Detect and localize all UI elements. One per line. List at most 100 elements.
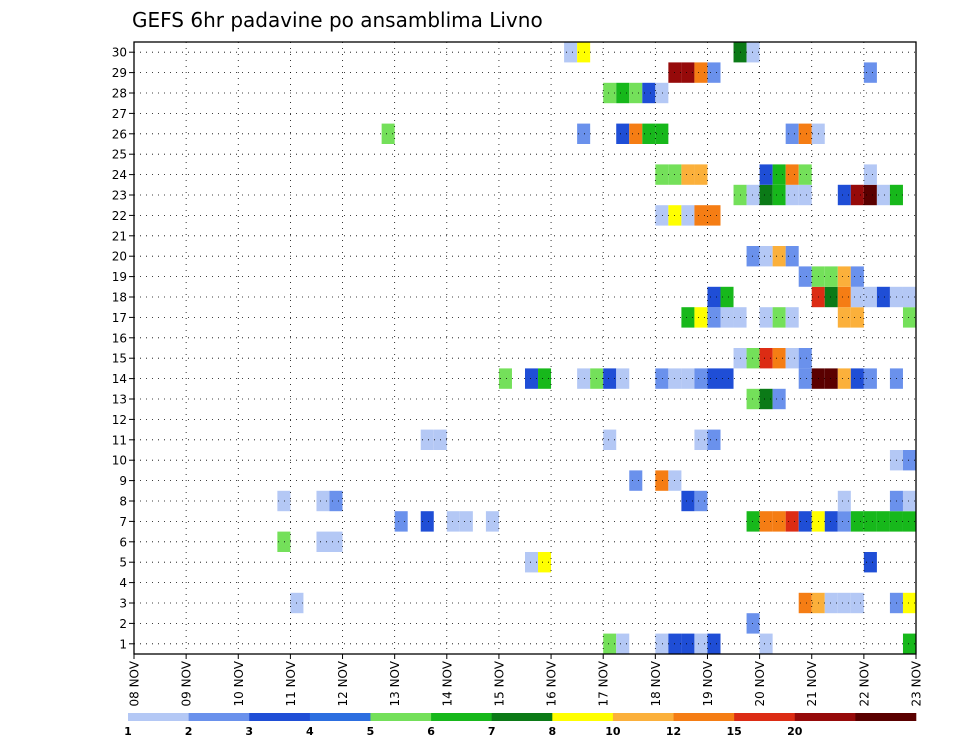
x-tick-label: 13 NOV <box>388 660 402 706</box>
precip-cell <box>772 388 786 410</box>
precip-cell <box>616 368 630 389</box>
precip-cell <box>902 633 916 654</box>
y-tick-label: 27 <box>112 107 127 121</box>
precip-cell <box>694 368 708 389</box>
precip-cell <box>902 592 916 614</box>
legend-label: 12 <box>666 725 681 738</box>
precip-cell <box>746 184 760 206</box>
precip-cell <box>681 368 695 389</box>
precip-cell <box>420 511 434 532</box>
precip-cell <box>538 368 552 389</box>
y-tick-label: 23 <box>112 189 127 203</box>
precip-cell <box>785 511 799 532</box>
y-tick-label: 19 <box>112 270 127 284</box>
precip-cell <box>629 123 643 144</box>
x-tick-label: 18 NOV <box>649 660 663 706</box>
legend-label: 15 <box>726 725 741 738</box>
y-tick-label: 16 <box>112 331 127 345</box>
precip-cell <box>798 368 812 389</box>
legend-label: 2 <box>185 725 193 738</box>
y-tick-label: 17 <box>112 311 127 325</box>
precip-cell <box>329 490 343 512</box>
y-tick-label: 21 <box>112 229 127 243</box>
precip-cell <box>694 490 708 512</box>
precip-cell <box>863 164 877 185</box>
x-tick-label: 09 NOV <box>180 660 194 706</box>
precip-cell <box>277 490 291 512</box>
precip-cell <box>824 511 838 532</box>
x-tick-label: 20 NOV <box>753 660 767 706</box>
precip-cell <box>876 286 890 308</box>
precip-cell <box>681 205 695 226</box>
precip-cell <box>746 42 760 63</box>
y-tick-label: 3 <box>119 597 127 611</box>
x-tick-label: 19 NOV <box>701 660 715 706</box>
y-axis: 1234567891011121314151617181920212223242… <box>112 46 134 651</box>
precip-cell <box>850 286 864 308</box>
grid-lines <box>134 42 916 654</box>
precip-cell <box>824 286 838 308</box>
legend-swatch <box>370 713 432 721</box>
y-tick-label: 18 <box>112 291 127 305</box>
legend-swatch <box>249 713 311 721</box>
precip-cell <box>707 286 721 308</box>
precip-cell <box>459 511 473 532</box>
x-tick-label: 08 NOV <box>128 660 142 706</box>
legend-label: 20 <box>787 725 803 738</box>
precip-cell <box>863 368 877 389</box>
precip-cell <box>694 62 708 83</box>
precip-cell <box>746 246 760 267</box>
precip-cell <box>316 490 330 512</box>
precip-cell <box>759 164 773 185</box>
precip-cell <box>863 511 877 532</box>
y-tick-label: 20 <box>112 250 127 264</box>
legend-label: 4 <box>306 725 314 738</box>
precip-cell <box>837 184 851 206</box>
y-tick-label: 13 <box>112 393 127 407</box>
precip-cell <box>824 592 838 614</box>
precip-cell <box>694 205 708 226</box>
precip-cell <box>863 286 877 308</box>
precip-cell <box>824 266 838 287</box>
precip-cell <box>485 511 499 532</box>
plot-frame <box>133 41 917 655</box>
legend-label: 10 <box>605 725 621 738</box>
precip-cell <box>785 246 799 267</box>
precip-cell <box>655 470 669 491</box>
precip-cell <box>603 633 617 654</box>
y-tick-label: 22 <box>112 209 127 223</box>
precip-cell <box>277 531 291 552</box>
precip-cell <box>850 266 864 287</box>
precip-cell <box>850 592 864 614</box>
precip-cell <box>707 205 721 226</box>
precip-cell <box>746 348 760 369</box>
y-tick-label: 30 <box>112 46 127 60</box>
precip-cell <box>629 470 643 491</box>
precip-cell <box>746 511 760 532</box>
precip-cell <box>577 42 591 63</box>
precip-cell <box>681 62 695 83</box>
x-tick-label: 15 NOV <box>492 660 506 706</box>
chart-title: GEFS 6hr padavine po ansamblima Livno <box>132 8 543 32</box>
precip-cell <box>759 307 773 328</box>
precip-cell <box>720 286 734 308</box>
precip-cell <box>902 450 916 471</box>
precip-cell <box>850 511 864 532</box>
y-tick-label: 7 <box>119 515 127 529</box>
precip-cell <box>694 307 708 328</box>
precip-cell <box>603 368 617 389</box>
precip-cell <box>785 348 799 369</box>
precip-cell <box>772 164 786 185</box>
x-tick-label: 22 NOV <box>857 660 871 706</box>
precip-cell <box>837 592 851 614</box>
precip-cell <box>655 633 669 654</box>
precip-cell <box>707 633 721 654</box>
y-tick-label: 8 <box>119 495 127 509</box>
precip-cell <box>720 368 734 389</box>
precip-cell <box>876 184 890 206</box>
precip-cell <box>694 633 708 654</box>
precip-cell <box>707 62 721 83</box>
precip-cell <box>655 368 669 389</box>
legend-swatch <box>673 713 735 721</box>
precip-cell <box>694 429 708 450</box>
